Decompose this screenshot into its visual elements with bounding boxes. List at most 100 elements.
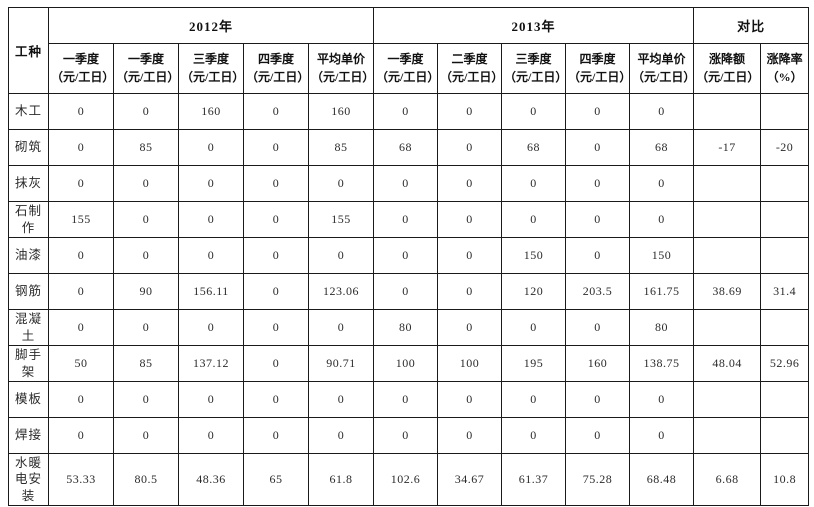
table-cell: 0 (178, 309, 244, 346)
table-cell: 48.04 (693, 345, 762, 382)
col-change-rate: 涨降率 （%） (760, 43, 810, 94)
table-row: 抹灰 0 0 0 0 0 0 0 0 0 0 (8, 165, 810, 202)
col-2012-avg: 平均单价 （元/工日） (307, 43, 375, 94)
table-cell: 0 (437, 237, 503, 274)
col-change-amount: 涨降额 （元/工日） (693, 43, 762, 94)
table-cell: 68.48 (629, 453, 695, 506)
table-cell: 0 (629, 93, 695, 130)
table-cell: 0 (565, 165, 631, 202)
table-cell: 100 (437, 345, 503, 382)
table-cell (760, 381, 810, 418)
table-cell: 0 (437, 201, 503, 238)
table-cell: 68 (501, 129, 567, 166)
table-cell: 0 (437, 93, 503, 130)
table-cell (693, 93, 762, 130)
table-cell: 50 (48, 345, 114, 382)
table-cell: 0 (178, 165, 244, 202)
table-cell: 0 (307, 237, 375, 274)
table-cell: 68 (629, 129, 695, 166)
table-cell: 0 (113, 417, 179, 454)
compare-group-header: 对比 (693, 7, 810, 44)
table-cell: 138.75 (629, 345, 695, 382)
table-cell: -17 (693, 129, 762, 166)
table-cell: 0 (178, 417, 244, 454)
table-cell: 0 (437, 273, 503, 310)
table-cell: 0 (501, 417, 567, 454)
header-group-row: 工种 2012年 2013年 对比 (8, 7, 810, 94)
col-2013-avg: 平均单价 （元/工日） (629, 43, 695, 94)
row-label: 砌筑 (8, 129, 49, 166)
table-cell: 0 (243, 309, 309, 346)
table-cell: 0 (629, 201, 695, 238)
table-cell: 0 (437, 309, 503, 346)
row-label: 钢筋 (8, 273, 49, 310)
table-cell: 160 (307, 93, 375, 130)
row-label: 石制作 (8, 201, 49, 238)
table-cell: 0 (307, 309, 375, 346)
table-cell: 0 (48, 381, 114, 418)
table-cell: 61.8 (307, 453, 375, 506)
table-cell: 0 (373, 381, 439, 418)
table-cell: 0 (565, 129, 631, 166)
table-cell: 155 (307, 201, 375, 238)
table-cell: 10.8 (760, 453, 810, 506)
table-cell: 6.68 (693, 453, 762, 506)
table-cell: 0 (307, 417, 375, 454)
table-cell: 0 (48, 273, 114, 310)
col-2013-q2: 二季度 （元/工日） (437, 43, 503, 94)
table-cell: 75.28 (565, 453, 631, 506)
table-cell: 48.36 (178, 453, 244, 506)
table-cell: 0 (243, 273, 309, 310)
table-cell: 0 (113, 381, 179, 418)
table-cell: 52.96 (760, 345, 810, 382)
table-cell: 0 (629, 417, 695, 454)
table-cell (760, 309, 810, 346)
row-label: 木工 (8, 93, 49, 130)
table-cell: 85 (113, 129, 179, 166)
table-cell: 0 (373, 165, 439, 202)
row-label: 混凝土 (8, 309, 49, 346)
table-cell: 150 (629, 237, 695, 274)
table-row: 水暖电安装 53.33 80.5 48.36 65 61.8 102.6 34.67 61.37… (8, 453, 810, 506)
table-row: 钢筋 0 90 156.11 0 123.06 0 0 120 203.5 161.75 38.69 3… (8, 273, 810, 310)
table-cell (760, 417, 810, 454)
table-cell: 0 (178, 201, 244, 238)
table-cell: 0 (113, 93, 179, 130)
table-cell: 0 (501, 381, 567, 418)
table-cell (693, 237, 762, 274)
table-cell: 0 (373, 237, 439, 274)
table-row: 砌筑 0 85 0 0 85 68 0 68 0 68 -17 -20 (8, 129, 810, 166)
table-cell: 161.75 (629, 273, 695, 310)
table-row: 焊接 0 0 0 0 0 0 0 0 0 0 (8, 417, 810, 454)
row-label: 模板 (8, 381, 49, 418)
table-cell: 0 (501, 201, 567, 238)
row-label: 脚手架 (8, 345, 49, 382)
row-label: 抹灰 (8, 165, 49, 202)
col-2013-q3: 三季度 （元/工日） (501, 43, 567, 94)
table-header: 工种 2012年 2013年 对比 一季度 （元/工日） 一季度 （元/工日） … (8, 7, 810, 94)
table-cell: 90 (113, 273, 179, 310)
table-cell: 156.11 (178, 273, 244, 310)
table-cell: 90.71 (307, 345, 375, 382)
table-cell: 0 (437, 381, 503, 418)
table-cell: 0 (501, 309, 567, 346)
table-cell (693, 165, 762, 202)
header-sub-row: 一季度 （元/工日） 一季度 （元/工日） 三季度 （元/工日） 四季度 （元/… (9, 43, 810, 94)
table-cell: 80.5 (113, 453, 179, 506)
col-2012-q3: 三季度 （元/工日） (178, 43, 244, 94)
table-cell: 0 (113, 237, 179, 274)
table-cell: 53.33 (48, 453, 114, 506)
table-cell: 137.12 (178, 345, 244, 382)
table-cell (693, 417, 762, 454)
table-cell: 0 (113, 165, 179, 202)
table-cell: 0 (178, 129, 244, 166)
table-cell (760, 93, 810, 130)
table-cell: 120 (501, 273, 567, 310)
table-cell: 68 (373, 129, 439, 166)
col-2012-q4: 四季度 （元/工日） (243, 43, 309, 94)
table-cell: 0 (243, 201, 309, 238)
table-cell: 0 (178, 381, 244, 418)
table-body: 木工 0 0 160 0 160 0 0 0 0 0 砌筑 0 85 0 0 85 68 0 68 0 68 -17 -20 抹… (8, 93, 810, 506)
table-cell: 85 (307, 129, 375, 166)
table-cell: 0 (48, 237, 114, 274)
